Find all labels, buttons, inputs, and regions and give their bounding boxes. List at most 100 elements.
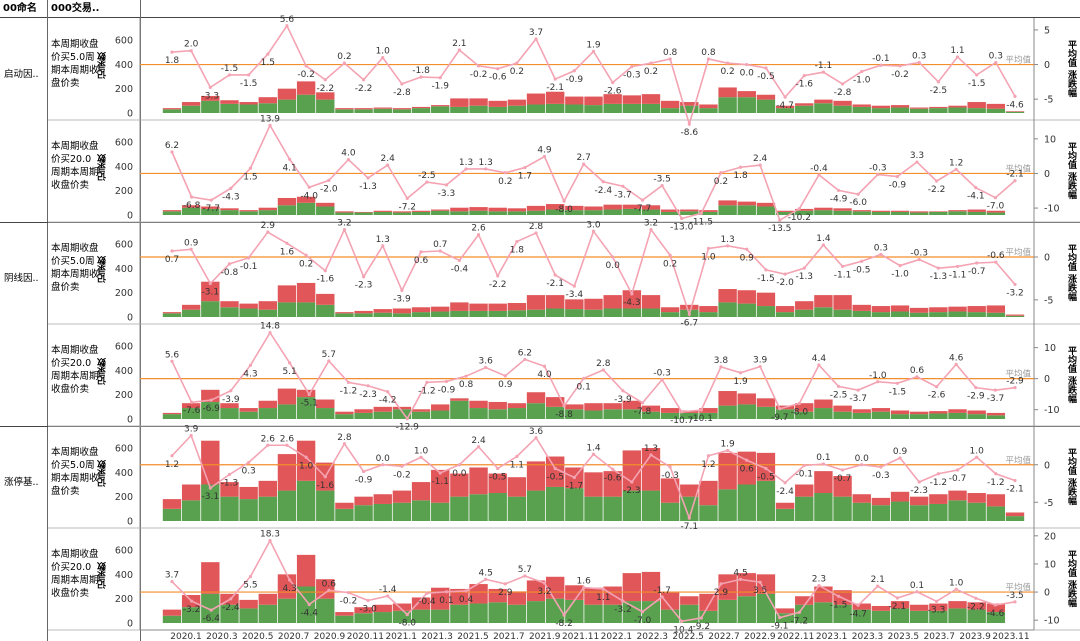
x-tick-label: 2023.9 — [959, 632, 991, 641]
bar-red — [814, 99, 833, 104]
pct-point — [523, 165, 527, 170]
right-tick-label: -10 — [1044, 204, 1060, 215]
bar-red — [910, 411, 929, 415]
condition-label: 本周期收盘价买20.0周期本周期收盘价卖 — [51, 549, 99, 599]
bar-green — [814, 602, 833, 623]
bar-green — [411, 211, 431, 215]
bar-green — [603, 103, 622, 113]
bar-green — [622, 308, 642, 317]
bar-green — [354, 313, 373, 317]
pct-data-label: -0.9 — [566, 75, 584, 85]
average-label: 平均值 — [1005, 163, 1031, 174]
bar-green — [507, 408, 527, 419]
pct-point — [955, 55, 960, 59]
pct-data-label: -8.0 — [555, 205, 573, 215]
bar-green — [660, 312, 680, 317]
bar-green — [373, 312, 392, 317]
bar-red — [871, 105, 891, 109]
pct-data-label: 1.4 — [586, 443, 601, 453]
bar-red — [450, 98, 469, 107]
left-tick-label: 400 — [115, 468, 133, 479]
bar-red — [507, 477, 527, 497]
bar-green — [775, 312, 795, 317]
left-tick-label: 200 — [115, 492, 133, 503]
left-tick-label: 400 — [115, 570, 133, 581]
pct-data-label: -0.5 — [757, 473, 775, 483]
bar-green — [795, 496, 814, 521]
pct-point — [484, 167, 488, 171]
bar-red — [641, 295, 661, 309]
bar-red — [948, 210, 967, 212]
pct-point — [860, 69, 864, 74]
pct-data-label: -7.7 — [634, 204, 652, 214]
right-axis-title: 平均值 涨跌幅 — [1066, 346, 1076, 404]
bar-red — [469, 400, 488, 409]
group-label: 启动因.. — [4, 69, 39, 80]
pct-point — [764, 66, 768, 70]
pct-point — [419, 75, 423, 79]
pct-point — [1013, 600, 1017, 604]
pct-point — [591, 452, 596, 456]
pct-data-label: -13.5 — [768, 224, 791, 234]
pct-data-label: 0.1 — [910, 581, 924, 591]
pct-data-label: 13.9 — [260, 114, 280, 124]
pct-point — [699, 211, 703, 215]
pct-point — [361, 78, 366, 82]
pct-data-label: -0.5 — [757, 72, 775, 82]
pct-data-label: 2.1 — [452, 39, 466, 49]
pct-data-label: -9.1 — [771, 622, 789, 632]
bar-red — [871, 408, 891, 412]
average-label: 平均值 — [1005, 455, 1031, 466]
pct-point — [266, 52, 270, 56]
bar-red — [450, 302, 469, 311]
pct-point — [640, 610, 645, 614]
bar-red — [699, 408, 718, 413]
pct-point — [895, 596, 899, 600]
bar-red — [967, 493, 986, 503]
pct-point — [993, 196, 997, 200]
pct-point — [601, 587, 605, 591]
bar-red — [814, 295, 833, 308]
pct-data-label: 0.2 — [720, 67, 734, 77]
bar-red — [948, 409, 967, 413]
left-tick-label: 600 — [115, 342, 133, 353]
bar-red — [201, 440, 220, 485]
bar-green — [373, 612, 392, 623]
pct-point — [208, 281, 212, 286]
pct-point — [898, 456, 902, 460]
bar-red — [488, 401, 507, 410]
pct-data-label: -9.2 — [693, 622, 711, 632]
pct-data-label: -3.3 — [202, 91, 220, 101]
pct-point — [876, 172, 880, 177]
pct-point — [307, 392, 311, 397]
pct-point — [758, 364, 762, 369]
pct-point — [346, 158, 351, 162]
bar-red — [603, 471, 622, 497]
x-tick-label: 2021.1 — [385, 632, 417, 641]
pct-point — [745, 62, 749, 67]
pct-point — [1013, 94, 1017, 98]
bar-green — [680, 105, 699, 113]
pct-data-label: 4.3 — [282, 584, 296, 594]
bar-red — [450, 207, 469, 212]
pct-data-label: 0.2 — [337, 52, 351, 62]
bar-green — [162, 313, 182, 317]
pct-data-label: -3.1 — [202, 492, 220, 502]
pct-point — [915, 160, 919, 164]
bar-green — [220, 604, 239, 623]
pct-point — [778, 407, 782, 411]
pct-point — [797, 610, 801, 614]
bar-green — [948, 311, 967, 317]
bar-green — [507, 604, 527, 623]
bar-green — [756, 306, 776, 317]
bar-green — [488, 106, 507, 113]
pct-point — [917, 480, 921, 484]
pct-point — [496, 466, 500, 471]
bar-green — [335, 109, 354, 113]
bar-red — [565, 404, 584, 410]
bar-red — [948, 306, 967, 312]
pct-point — [783, 95, 787, 99]
bar-red — [910, 604, 929, 611]
pct-data-label: -0.3 — [872, 471, 890, 481]
pct-point — [668, 253, 672, 257]
